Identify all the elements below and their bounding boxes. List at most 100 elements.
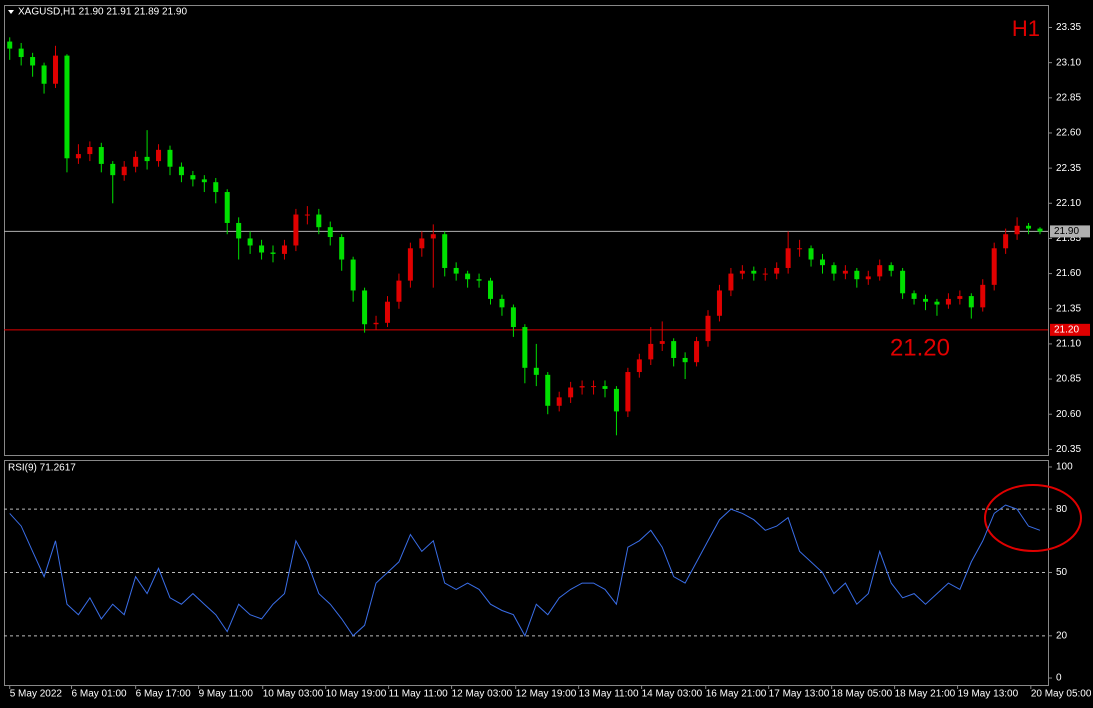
candle-body [442, 234, 448, 268]
highlight-ellipse [984, 484, 1082, 552]
candle-body [533, 367, 539, 375]
candle-body [121, 166, 127, 176]
candle-body [568, 387, 574, 398]
menu-arrow[interactable] [8, 10, 14, 14]
candle-body [64, 55, 70, 159]
y-tick-label: 0 [1056, 673, 1062, 684]
price-tag-label: 21.20 [1054, 324, 1079, 335]
x-tick-label: 10 May 19:00 [326, 689, 387, 700]
y-tick-label: 20.60 [1056, 409, 1081, 420]
candle-body [945, 298, 951, 305]
candle-body [156, 149, 162, 162]
candle-body [705, 315, 711, 342]
candle-body [625, 372, 631, 412]
x-tick-label: 6 May 01:00 [72, 689, 127, 700]
candle-body [682, 357, 688, 363]
candle-body [133, 156, 139, 167]
candle-body [659, 341, 665, 344]
candle-body [1037, 228, 1043, 232]
candle-body [453, 267, 459, 274]
candle-body [900, 270, 906, 294]
candle-body [213, 182, 219, 193]
candle-body [957, 296, 963, 299]
candle-body [488, 280, 494, 299]
rsi-line [9, 504, 1041, 638]
candle-body [304, 214, 310, 216]
y-tick-label: 22.10 [1056, 198, 1081, 209]
candle-body [1026, 225, 1032, 229]
candle-body [7, 41, 13, 49]
candle-body [648, 343, 654, 360]
candle-body [831, 265, 837, 274]
candle-body [842, 270, 848, 274]
candle-body [522, 327, 528, 368]
candle-body [636, 359, 642, 373]
candle-body [41, 65, 47, 84]
x-tick-label: 16 May 21:00 [706, 689, 767, 700]
candle-body [339, 237, 345, 260]
candle-body [613, 388, 619, 412]
y-tick-label: 20 [1056, 630, 1068, 641]
candle-body [808, 248, 814, 260]
candle-body [281, 245, 287, 254]
candle-body [190, 175, 196, 180]
candle-body [785, 248, 791, 268]
candle-body [247, 238, 253, 246]
candle-body [18, 48, 24, 58]
candle-body [545, 374, 551, 406]
y-tick-label: 50 [1056, 567, 1068, 578]
timeframe-label: H1 [1012, 16, 1040, 41]
candle-body [384, 301, 390, 323]
price-tag [1050, 323, 1090, 336]
y-tick-label: 21.85 [1056, 233, 1081, 244]
x-tick-label: 6 May 17:00 [136, 689, 191, 700]
candle-body [728, 273, 734, 291]
candle-body [911, 293, 917, 299]
x-tick-label: 12 May 03:00 [452, 689, 513, 700]
y-tick-label: 22.60 [1056, 128, 1081, 139]
candle-body [888, 265, 894, 271]
candle-body [270, 252, 276, 254]
price-panel-frame [4, 5, 1049, 456]
candle-body [739, 270, 745, 274]
x-tick-label: 12 May 19:00 [516, 689, 577, 700]
x-tick-label: 10 May 03:00 [263, 689, 324, 700]
candle-body [1014, 225, 1020, 235]
candle-body [144, 156, 150, 162]
x-tick-label: 14 May 03:00 [642, 689, 703, 700]
price-tag [1050, 225, 1090, 238]
candle-body [671, 341, 677, 358]
candle-body [923, 298, 929, 302]
y-tick-label: 21.10 [1056, 339, 1081, 350]
candle-body [110, 163, 116, 176]
candle-body [201, 179, 207, 183]
x-tick-label: 17 May 13:00 [769, 689, 830, 700]
candle-body [407, 248, 413, 281]
candle-body [167, 149, 173, 167]
candle-body [980, 284, 986, 308]
candle-body [396, 280, 402, 302]
candle-body [178, 166, 184, 176]
y-tick-label: 100 [1056, 462, 1073, 473]
x-tick-label: 20 May 05:00 [1031, 689, 1092, 700]
candle-body [510, 307, 516, 328]
y-tick-label: 20.85 [1056, 374, 1081, 385]
candle-body [877, 265, 883, 277]
candle-body [797, 248, 803, 250]
candle-body [350, 259, 356, 291]
candle-body [87, 147, 93, 155]
candle-body [934, 301, 940, 305]
candle-body [259, 245, 265, 253]
candle-body [224, 192, 230, 223]
candle-body [716, 290, 722, 316]
candle-body [98, 147, 104, 164]
rsi-title: RSI(9) 71.2617 [8, 463, 76, 474]
candle-body [53, 55, 59, 84]
y-tick-label: 20.35 [1056, 444, 1081, 455]
candle-body [362, 290, 368, 325]
candle-body [316, 214, 322, 228]
x-tick-label: 9 May 11:00 [199, 689, 254, 700]
candle-body [854, 270, 860, 280]
x-tick-label: 18 May 05:00 [832, 689, 893, 700]
